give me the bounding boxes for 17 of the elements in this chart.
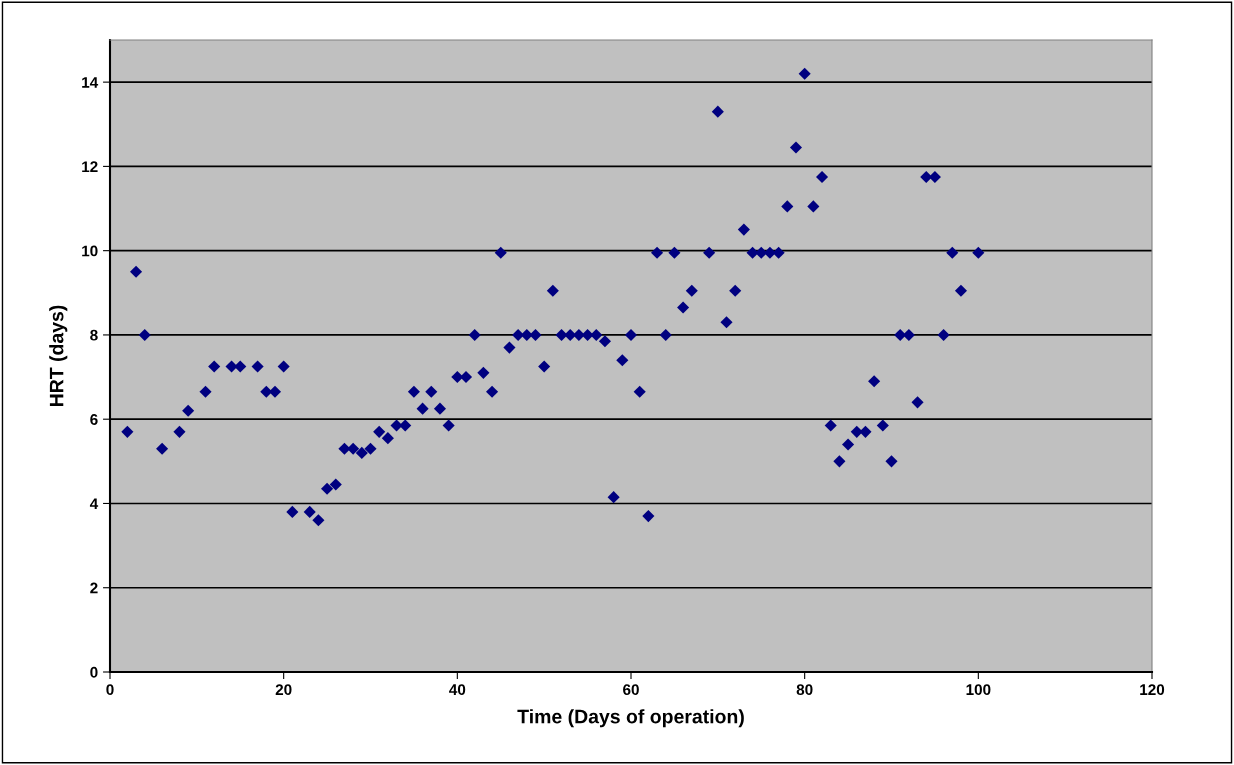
x-tick-label: 100 xyxy=(966,684,991,696)
y-tick-label: 4 xyxy=(89,498,99,509)
x-tick-label: 20 xyxy=(275,684,292,696)
y-axis-title: HRT (days) xyxy=(49,305,68,407)
x-tick-label: 120 xyxy=(1140,684,1165,696)
x-tick-label: 0 xyxy=(106,684,114,696)
x-axis-title: Time (Days of operation) xyxy=(517,709,744,728)
y-tick-label: 14 xyxy=(82,77,99,88)
y-tick-label: 6 xyxy=(90,414,98,425)
y-tick-label: 12 xyxy=(82,161,98,172)
x-tick-label: 40 xyxy=(449,684,466,696)
y-tick-label: 10 xyxy=(82,245,98,257)
y-tick-label: 8 xyxy=(90,329,98,341)
x-tick-label: 60 xyxy=(623,684,639,696)
x-tick-label: 80 xyxy=(796,684,813,696)
y-tick-label: 2 xyxy=(90,582,98,594)
y-tick-label: 0 xyxy=(90,666,98,678)
